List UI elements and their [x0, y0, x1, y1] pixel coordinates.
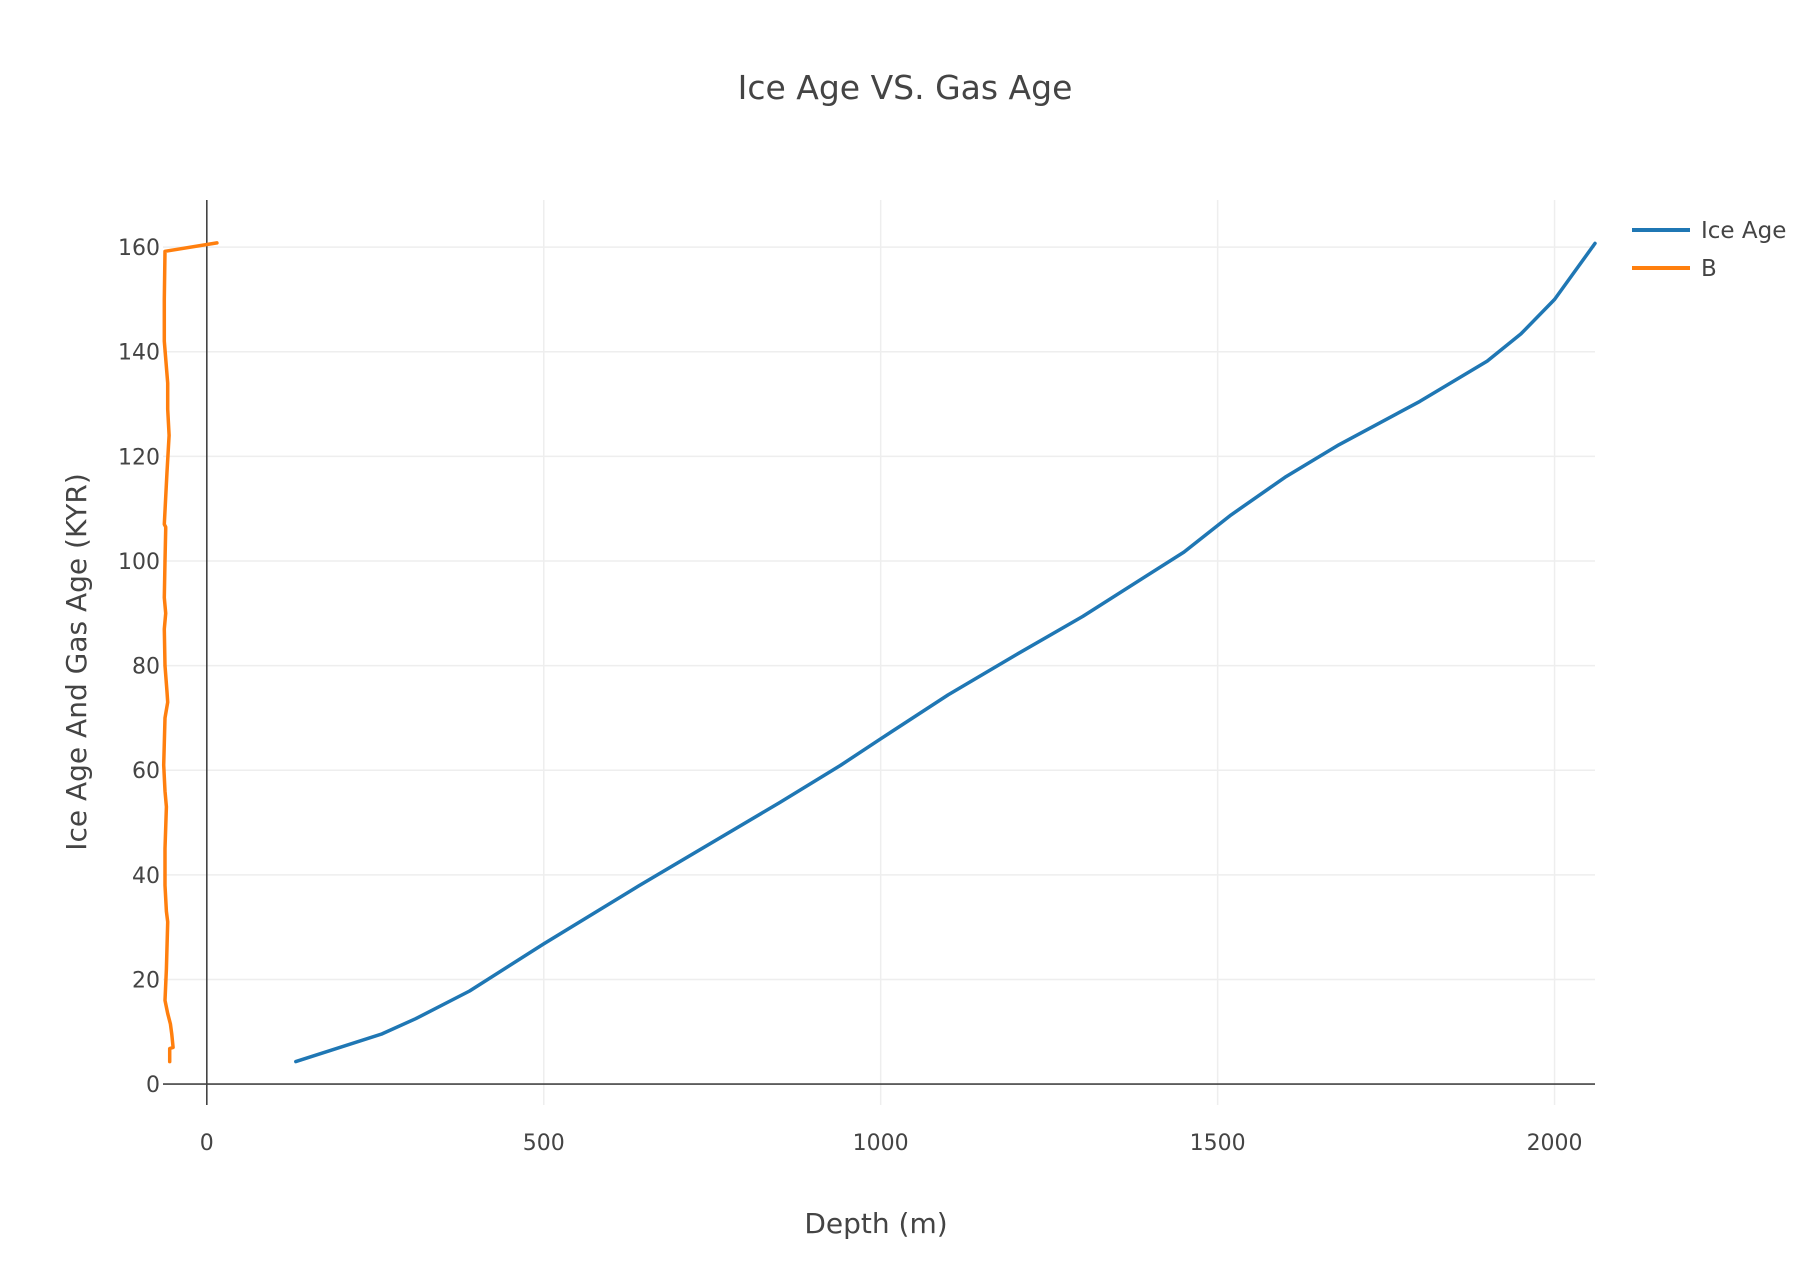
tick-layer: 0 500 1000 1500 2000 0 20 40 60 80 100 120 140 160: [118, 236, 1583, 1156]
legend[interactable]: Ice Age B: [1632, 218, 1786, 282]
series-line-b[interactable]: [161, 241, 219, 1064]
y-tick-label-20: 20: [132, 968, 160, 993]
y-tick-label-0: 0: [146, 1073, 160, 1098]
y-tick-label-100: 100: [118, 550, 160, 575]
y-tick-label-40: 40: [132, 864, 160, 889]
legend-label-b: B: [1701, 256, 1717, 282]
y-tick-label-60: 60: [132, 759, 160, 784]
x-tick-label-500: 500: [523, 1131, 565, 1156]
series-layer: [161, 241, 1597, 1064]
axis-layer: [163, 200, 1595, 1105]
x-tick-label-1000: 1000: [853, 1131, 909, 1156]
y-tick-label-120: 120: [118, 445, 160, 470]
grid-layer: [163, 200, 1595, 1105]
legend-item-ice-age[interactable]: Ice Age: [1632, 218, 1786, 244]
legend-label-ice-age: Ice Age: [1701, 218, 1786, 244]
y-tick-label-160: 160: [118, 236, 160, 261]
x-axis-title: Depth (m): [804, 1207, 947, 1240]
x-tick-label-2000: 2000: [1527, 1131, 1583, 1156]
x-tick-label-1500: 1500: [1190, 1131, 1246, 1156]
legend-item-b[interactable]: B: [1632, 256, 1717, 282]
series-line-ice-age[interactable]: [294, 241, 1597, 1064]
chart-title: Ice Age VS. Gas Age: [738, 68, 1073, 107]
y-tick-label-80: 80: [132, 655, 160, 680]
y-tick-label-140: 140: [118, 341, 160, 366]
x-tick-label-0: 0: [200, 1131, 214, 1156]
y-axis-title: Ice Age And Gas Age (KYR): [60, 473, 93, 851]
